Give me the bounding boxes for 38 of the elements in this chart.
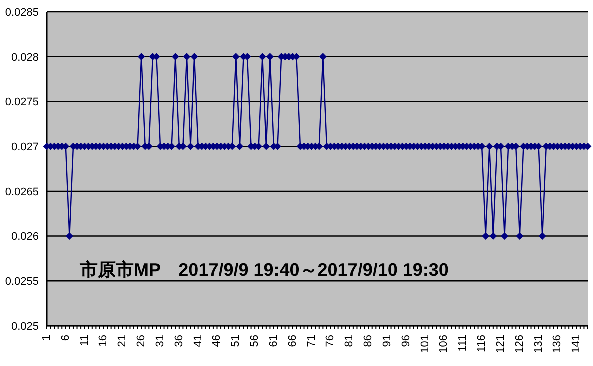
x-tick-label: 46: [211, 335, 224, 348]
y-tick-label: 0.027: [11, 141, 39, 154]
y-tick-label: 0.026: [11, 231, 39, 244]
x-tick-label: 86: [362, 335, 375, 348]
x-tick-label: 51: [230, 335, 242, 348]
y-tick-label: 0.028: [11, 52, 39, 64]
x-tick-label: 106: [438, 335, 450, 354]
x-tick-label: 131: [532, 335, 545, 354]
x-tick-label: 61: [268, 335, 280, 348]
x-tick-label: 136: [552, 335, 564, 354]
x-tick-label: 141: [570, 335, 583, 354]
x-tick-label: 121: [494, 335, 507, 354]
x-tick-label: 26: [136, 335, 148, 348]
x-tick-label: 116: [476, 335, 488, 353]
x-tick-label: 81: [344, 335, 356, 348]
x-tick-label: 16: [98, 335, 110, 348]
x-tick-label: 66: [286, 335, 299, 348]
x-tick-label: 91: [381, 335, 394, 348]
x-tick-label: 1: [41, 335, 53, 342]
annotation: 市原市MP 2017/9/9 19:40～2017/9/10 19:30: [80, 259, 449, 282]
x-tick-label: 11: [78, 335, 91, 346]
x-tick-label: 21: [116, 335, 129, 348]
y-tick-label: 0.0285: [5, 6, 39, 19]
x-tick-label: 56: [249, 335, 262, 348]
x-tick-label: 76: [324, 335, 337, 348]
x-tick-label: 36: [173, 335, 186, 348]
y-tick-label: 0.0255: [5, 276, 39, 288]
x-tick-label: 96: [400, 335, 412, 348]
x-tick-label: 111: [457, 335, 470, 352]
x-tick-label: 31: [154, 335, 166, 348]
x-tick-label: 101: [419, 335, 432, 354]
x-tick-label: 41: [192, 335, 204, 348]
x-tick-label: 6: [60, 335, 72, 342]
y-tick-label: 0.0275: [5, 96, 39, 109]
x-tick-label: 71: [306, 335, 318, 348]
y-tick-label: 0.0265: [5, 186, 39, 198]
y-tick-label: 0.025: [11, 320, 39, 333]
x-tick-label: 126: [514, 335, 526, 354]
